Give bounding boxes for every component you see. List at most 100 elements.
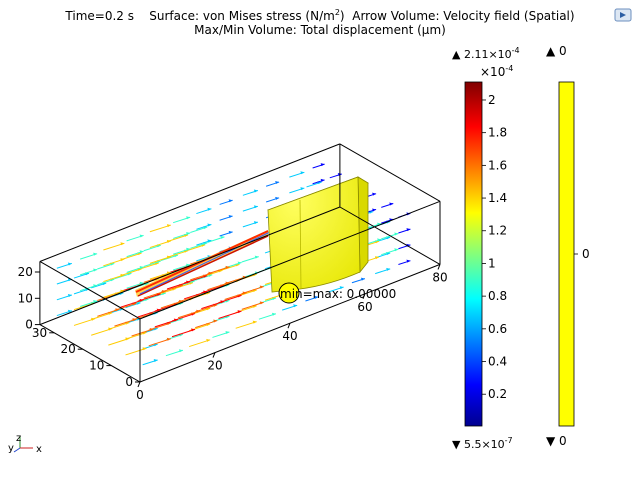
box-edge-6 [39,143,341,262]
velocity-arrow-53 [241,301,264,310]
velocity-arrowhead-11 [406,259,411,263]
velocity-arrowhead-232 [166,224,171,228]
elastic-structure[interactable] [267,176,369,304]
velocity-arrowhead-132 [203,290,208,294]
surface-unit-exponent: 2 [334,8,340,17]
velocity-arrowhead-71 [394,232,399,236]
velocity-arrow-100 [201,300,225,310]
velocity-arrow-218 [103,258,125,267]
velocity-arrowhead-59 [394,248,399,252]
velocity-arrowhead-237 [275,181,280,185]
velocity-arrowhead-131 [178,299,183,303]
velocity-arrow-48 [125,347,147,356]
box-edge-1 [339,206,441,265]
velocity-arrowhead-50 [191,328,196,332]
velocity-arrow-194 [103,290,125,298]
velocity-arrowhead-226 [300,187,305,191]
velocity-arrowhead-97 [149,327,154,331]
velocity-arrowhead-101 [242,291,247,295]
velocity-arrowhead-228 [67,262,72,266]
velocity-arrowhead-65 [259,285,264,289]
x-axis-tick-mark-20 [212,352,216,358]
velocity-arrowhead-10 [386,267,391,271]
triad-label-z: z [16,433,21,444]
stress-tick-label-8: 0.4 [488,355,507,369]
velocity-arrowhead-196 [166,271,171,275]
velocity-arrowhead-128 [108,327,113,331]
x-axis-tick-mark-80 [437,264,441,270]
velocity-arrowhead-96 [125,337,130,341]
velocity-arrowhead-5 [271,312,276,316]
box-edge-4 [139,200,441,320]
velocity-arrow-52 [218,310,242,319]
y-axis-tick-label-30: 30 [32,326,47,340]
displacement-colorbar[interactable]: 0 [558,81,590,427]
velocity-arrowhead-99 [196,309,201,313]
velocity-arrowhead-8 [339,286,344,290]
x-axis-tick-mark-0 [137,381,141,388]
velocity-arrowhead-9 [360,277,365,281]
velocity-arrow-131 [160,300,184,309]
time-label: Time=0.2 s [65,9,134,23]
velocity-arrow-50 [171,328,196,338]
comsol-logo-icon[interactable] [614,8,632,22]
velocity-arrowhead-230 [120,242,125,246]
velocity-arrowhead-209 [186,247,191,251]
velocity-arrow-220 [149,240,172,249]
velocity-arrowhead-236 [253,189,258,193]
velocity-arrowhead-206 [120,273,125,277]
stress-surface-channel [135,230,269,297]
velocity-arrow-128 [91,328,113,336]
velocity-arrowhead-7 [314,295,319,299]
velocity-arrow-196 [149,271,172,280]
velocity-arrowhead-51 [213,319,218,323]
velocity-arrowhead-238 [300,171,305,175]
velocity-arrowhead-141 [225,265,230,269]
velocity-arrow-132 [184,290,208,300]
velocity-arrowhead-48 [142,347,147,351]
velocity-arrowhead-192 [67,309,72,313]
velocity-arrowhead-217 [93,268,98,272]
x-axis-tick-label-60: 60 [357,300,372,314]
velocity-arrow-96 [108,337,130,346]
velocity-arrowhead-58 [375,256,380,260]
velocity-arrow-133 [207,282,230,291]
velocity-arrowhead-204 [67,294,72,297]
velocity-arrowhead-0 [153,358,158,362]
stress-colorbar[interactable] [464,81,483,427]
velocity-arrow-165 [190,272,213,281]
velocity-arrowhead-130 [156,308,161,312]
velocity-arrow-2 [189,339,211,348]
stress-tick-label-9: 0.2 [488,387,507,401]
box-edge-5 [339,143,441,202]
velocity-arrowhead-100 [220,300,225,304]
velocity-arrowhead-129 [132,318,137,322]
plot-title-line-1: Time=0.2 s Surface: von Mises stress (N/… [0,6,640,23]
stress-tick-label-4: 1.2 [488,224,507,238]
z-axis-tick-label-0: 0 [25,318,33,332]
velocity-arrow-49 [148,338,171,347]
x-axis-tick-label-0: 0 [136,388,144,402]
x-axis-tick-label-20: 20 [207,359,222,373]
velocity-arrowhead-219 [139,250,144,254]
box-edge-3 [39,324,141,383]
velocity-arrow-160 [73,318,96,326]
velocity-arrowhead-222 [207,223,212,227]
velocity-arrow-162 [120,299,144,308]
velocity-arrowhead-133 [225,281,230,285]
velocity-arrowhead-3 [225,330,230,334]
velocity-arrow-206 [103,274,125,283]
stress-min-label: ▼ 5.5×10-7 [452,436,513,451]
axis-triad: y z x [8,433,42,455]
velocity-arrowhead-164 [186,280,191,284]
velocity-arrow-97 [131,328,154,337]
max-min-marker[interactable] [278,282,300,304]
x-axis: 0 20 40 60 80 [136,264,448,402]
velocity-arrowhead-52 [237,310,242,314]
y-axis-tick-label-20: 20 [61,342,76,356]
z-axis-tick-label-10: 10 [18,291,33,305]
velocity-arrowhead-127 [372,192,377,196]
velocity-arrowhead-89 [254,255,259,259]
y-axis-tick-label-0: 0 [125,375,133,389]
